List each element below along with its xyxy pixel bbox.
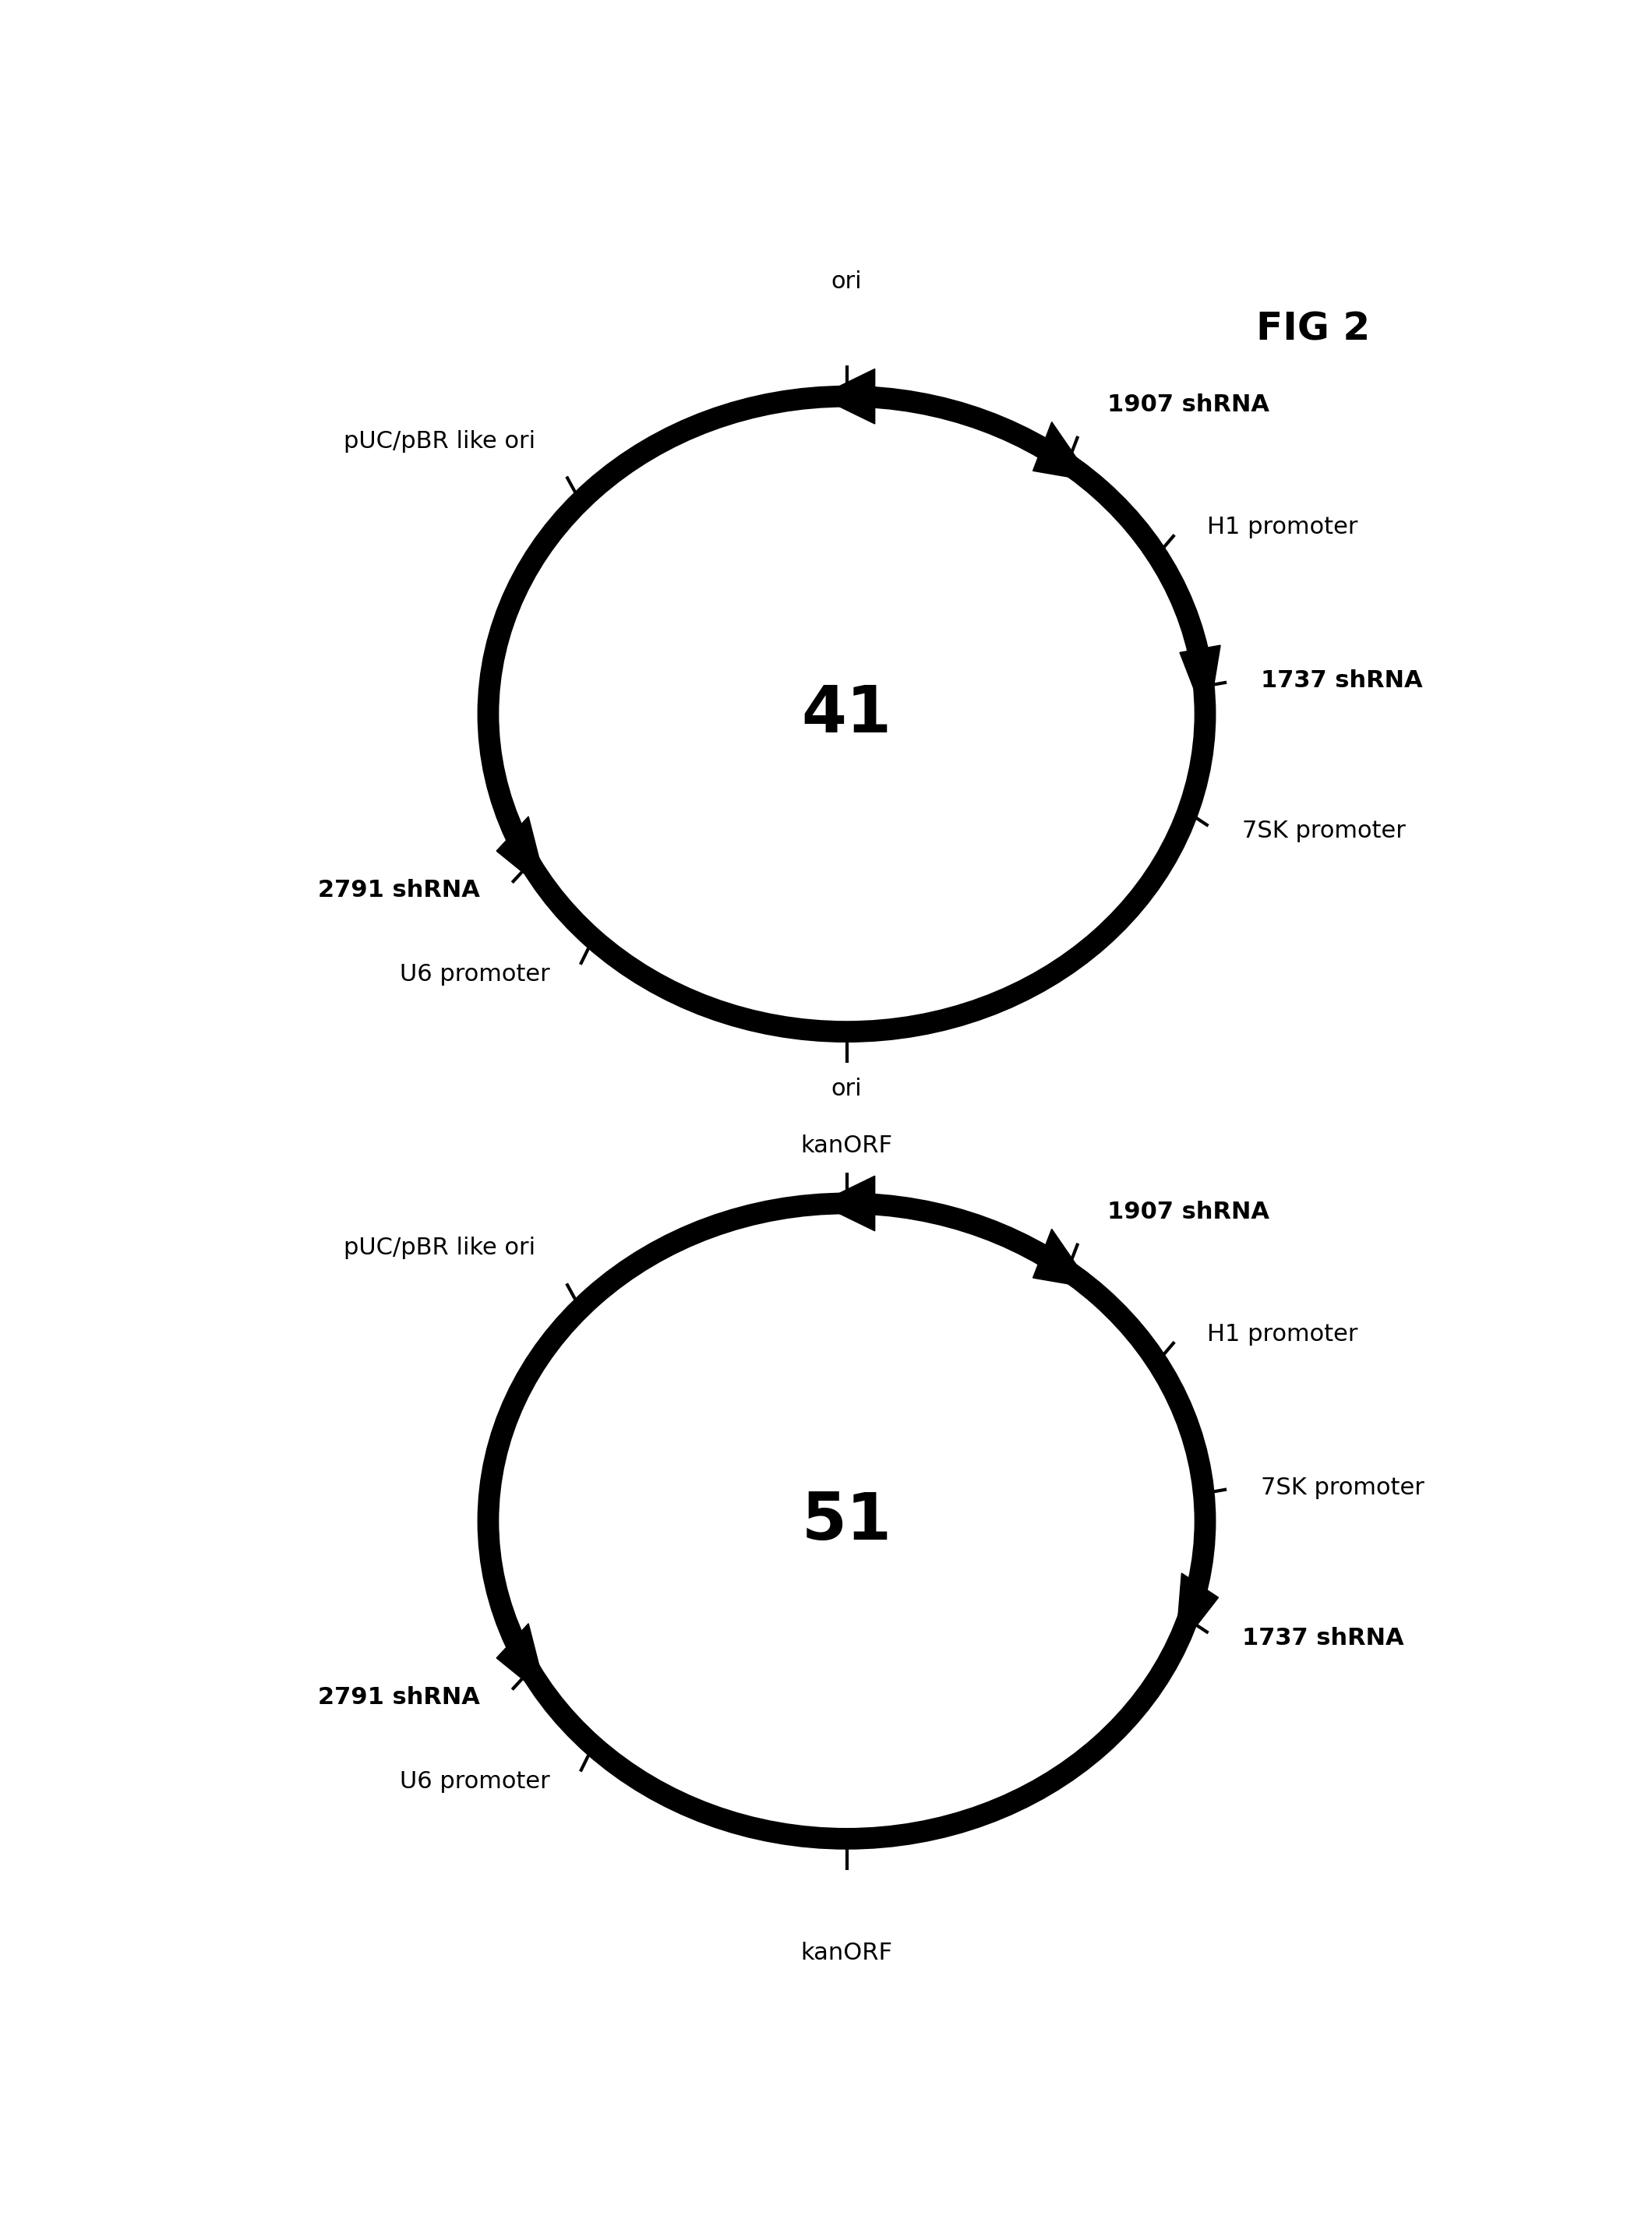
Polygon shape [497, 1623, 548, 1699]
Text: U6 promoter: U6 promoter [400, 963, 550, 986]
Text: 2791 shRNA: 2791 shRNA [317, 1686, 479, 1708]
Text: kanORF: kanORF [801, 1942, 892, 1965]
Text: pUC/pBR like ori: pUC/pBR like ori [344, 430, 535, 453]
Text: 7SK promoter: 7SK promoter [1260, 1476, 1424, 1499]
Text: ori: ori [831, 270, 862, 294]
Text: FIG 2: FIG 2 [1256, 310, 1370, 348]
Polygon shape [818, 1175, 876, 1231]
Polygon shape [1180, 644, 1221, 725]
Text: 51: 51 [801, 1490, 892, 1552]
Text: U6 promoter: U6 promoter [400, 1771, 550, 1793]
Text: ori: ori [831, 1077, 862, 1099]
Text: H1 promoter: H1 promoter [1208, 1322, 1358, 1345]
Text: 1737 shRNA: 1737 shRNA [1242, 1628, 1404, 1650]
Text: 2791 shRNA: 2791 shRNA [317, 879, 479, 901]
Polygon shape [1032, 421, 1092, 482]
Text: H1 promoter: H1 promoter [1208, 515, 1358, 537]
Text: 1907 shRNA: 1907 shRNA [1107, 1200, 1270, 1224]
Text: 7SK promoter: 7SK promoter [1242, 821, 1406, 843]
Polygon shape [1175, 1572, 1219, 1652]
Text: kanORF: kanORF [801, 1135, 892, 1157]
Text: 1907 shRNA: 1907 shRNA [1107, 395, 1270, 417]
Text: 41: 41 [801, 682, 892, 745]
Polygon shape [818, 368, 876, 424]
Text: pUC/pBR like ori: pUC/pBR like ori [344, 1238, 535, 1260]
Polygon shape [497, 816, 548, 892]
Polygon shape [1032, 1229, 1092, 1289]
Text: 1737 shRNA: 1737 shRNA [1260, 669, 1422, 691]
